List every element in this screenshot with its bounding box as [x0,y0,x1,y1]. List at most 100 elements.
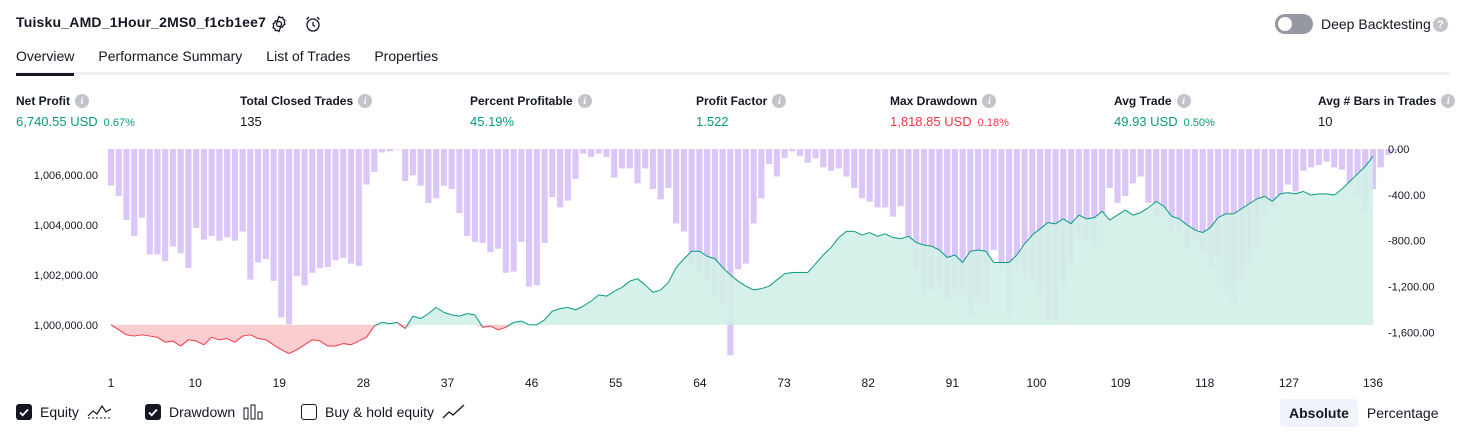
alarm-clock-icon[interactable] [303,14,323,34]
equity-line-segment [652,289,661,293]
info-icon[interactable]: i [1441,94,1456,108]
equity-line-segment [188,339,197,342]
y-axis-right-tick-label: -400.00 [1388,190,1425,202]
drawdown-bar [278,149,285,318]
equity-line-segment [892,237,901,240]
equity-line-segment [250,334,259,340]
equity-line-segment [513,320,522,323]
metric-percent: 0.67% [103,117,135,129]
drawdown-bar [123,149,130,221]
drawdown-bar [549,149,556,198]
legend-buy-hold[interactable]: Buy & hold equity [301,404,466,420]
deep-backtesting-toggle[interactable] [1275,14,1313,34]
drawdown-bar [533,149,540,286]
x-axis-tick-label: 46 [525,376,539,390]
percentage-button[interactable]: Percentage [1366,405,1439,421]
equity-line-segment [1341,181,1351,190]
drawdown-bar [131,149,138,237]
drawdown-bar [510,149,517,272]
drawdown-bar [1067,149,1075,264]
metric-max-drawdown: Max Drawdown i 1,818.85 USD 0.18% [890,94,1009,129]
equity-line-segment [544,310,553,321]
drawdown-bar [820,149,827,168]
equity-line-segment [1093,210,1103,218]
equity-line-segment [110,324,120,331]
tab-performance-summary[interactable]: Performance Summary [98,48,243,64]
equity-line-segment [1070,214,1080,225]
drawdown-bar [990,149,997,250]
drawdown-bar [402,149,409,182]
equity-line-segment [1233,208,1242,215]
equity-line-segment [451,314,460,317]
metric-label: Profit Factor [696,94,768,108]
drawdown-bar [1006,149,1013,317]
drawdown-bar [1385,149,1392,155]
drawdown-bar [1145,149,1152,203]
info-icon[interactable]: i [358,94,373,108]
drawdown-bar [541,149,548,243]
info-icon[interactable]: i [982,94,997,108]
legend-drawdown[interactable]: Drawdown [145,404,265,420]
drawdown-bars-icon [243,404,263,420]
drawdown-checkbox[interactable] [145,404,161,420]
equity-checkbox[interactable] [16,404,32,420]
equity-line-segment [900,235,909,240]
drawdown-bar [595,149,602,154]
equity-line-segment [830,237,840,248]
equity-drawdown-chart[interactable]: 1,006,000.00 1,004,000.00 1,002,000.00 1,00… [0,140,1466,398]
equity-line-segment [219,338,228,341]
drawdown-bar [1160,149,1168,217]
drawdown-bar [1129,149,1137,184]
drawdown-bar [495,149,502,249]
drawdown-bar [247,149,254,280]
drawdown-bar [1277,149,1284,199]
equity-line-segment [1148,200,1157,209]
drawdown-bar [587,149,595,158]
equity-line-segment [784,271,793,275]
equity-line-segment [420,313,429,320]
equity-line-segment [614,286,623,292]
buy-hold-checkbox[interactable] [301,404,317,420]
tab-list-of-trades[interactable]: List of Trades [266,48,351,64]
equity-line-segment [1310,193,1319,196]
drawdown-bar [611,149,618,178]
tab-overview[interactable]: Overview [16,48,75,76]
absolute-button[interactable]: Absolute [1280,399,1358,427]
info-icon[interactable]: i [772,94,787,108]
info-icon[interactable]: i [1176,94,1191,108]
equity-line-segment [637,278,646,286]
help-icon[interactable]: ? [1433,17,1448,32]
equity-line-segment [869,232,878,237]
equity-line-segment [312,339,321,342]
equity-line-segment [822,247,832,256]
equity-area-loss [111,324,1373,354]
equity-line-segment [1210,217,1219,228]
drawdown-bar [634,149,641,184]
equity-line-segment [180,339,189,347]
drawdown-bar [301,149,308,286]
equity-line-segment [358,336,367,342]
equity-line-segment [118,329,127,336]
equity-line-segment [753,288,762,291]
drawdown-bar [1098,149,1106,217]
equity-line-segment [714,258,724,268]
info-icon[interactable]: i [75,94,89,108]
equity-line-segment [366,325,375,338]
x-axis-tick-label: 127 [1279,376,1299,390]
equity-line-segment [350,340,359,346]
drawdown-bar [1106,149,1113,188]
equity-line-segment [1039,222,1049,230]
equity-line-segment [947,254,956,258]
drawdown-bar [409,149,417,176]
drawdown-bar [1307,149,1315,168]
info-icon[interactable]: i [577,94,592,108]
equity-line-segment [404,315,414,329]
legend-equity[interactable]: Equity [16,404,113,420]
tab-properties[interactable]: Properties [374,48,439,64]
drawdown-bar [1199,149,1206,254]
metric-percent: 0.50% [1183,117,1215,129]
drawdown-bar [208,149,215,237]
settings-gear-icon[interactable] [269,14,289,34]
drawdown-bar [959,149,966,295]
equity-line-segment [575,305,584,311]
